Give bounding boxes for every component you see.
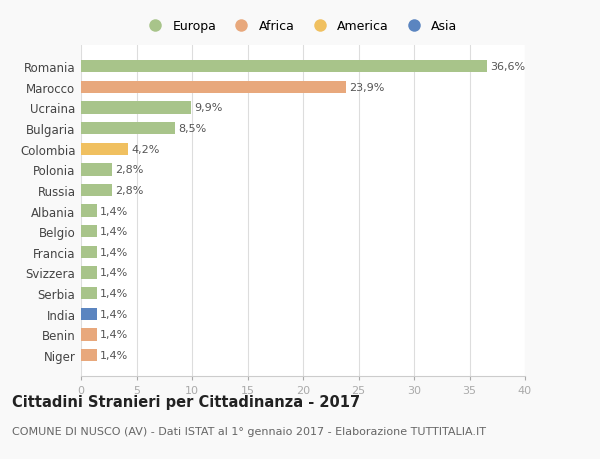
Text: 1,4%: 1,4% [100, 268, 128, 278]
Text: 1,4%: 1,4% [100, 309, 128, 319]
Text: 4,2%: 4,2% [131, 145, 160, 154]
Bar [81, 185, 112, 197]
Text: 1,4%: 1,4% [100, 350, 128, 360]
Text: 1,4%: 1,4% [100, 288, 128, 298]
Text: 2,8%: 2,8% [115, 165, 144, 175]
Text: 1,4%: 1,4% [100, 330, 128, 340]
Bar [81, 287, 97, 300]
Text: 2,8%: 2,8% [115, 185, 144, 196]
Bar [81, 246, 97, 258]
Text: 36,6%: 36,6% [491, 62, 526, 72]
Bar [81, 308, 97, 320]
Bar [81, 267, 97, 279]
Text: 9,9%: 9,9% [194, 103, 223, 113]
Text: 1,4%: 1,4% [100, 227, 128, 237]
Bar [81, 349, 97, 361]
Bar [81, 225, 97, 238]
Bar [81, 82, 346, 94]
Bar [81, 164, 112, 176]
Bar [81, 123, 175, 135]
Text: 23,9%: 23,9% [350, 83, 385, 93]
Bar [81, 102, 191, 114]
Bar [81, 61, 487, 73]
Text: 1,4%: 1,4% [100, 206, 128, 216]
Bar [81, 143, 128, 156]
Legend: Europa, Africa, America, Asia: Europa, Africa, America, Asia [140, 18, 460, 36]
Text: 8,5%: 8,5% [179, 124, 207, 134]
Text: 1,4%: 1,4% [100, 247, 128, 257]
Bar [81, 329, 97, 341]
Text: COMUNE DI NUSCO (AV) - Dati ISTAT al 1° gennaio 2017 - Elaborazione TUTTITALIA.I: COMUNE DI NUSCO (AV) - Dati ISTAT al 1° … [12, 426, 486, 436]
Text: Cittadini Stranieri per Cittadinanza - 2017: Cittadini Stranieri per Cittadinanza - 2… [12, 394, 360, 409]
Bar [81, 205, 97, 217]
